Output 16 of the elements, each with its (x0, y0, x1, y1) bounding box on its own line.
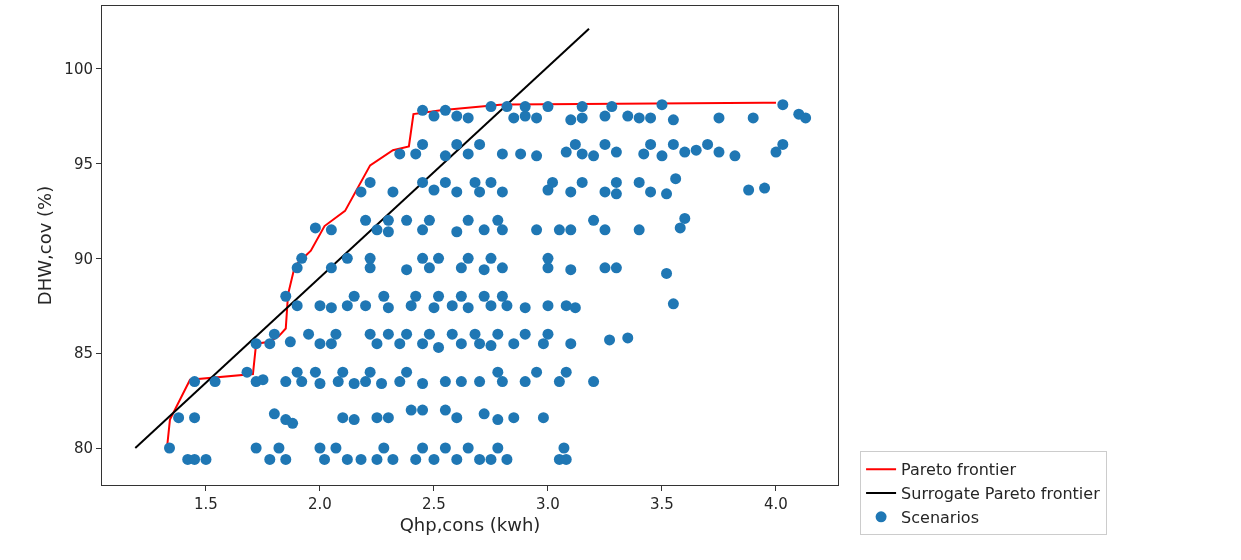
y-tick-label: 80 (73, 439, 93, 458)
x-tick-label: 3.0 (536, 495, 560, 513)
x-tick-label: 3.5 (650, 495, 674, 513)
y-axis-title: DHW,cov (%) (33, 185, 55, 306)
y-tick-label: 95 (73, 154, 93, 173)
x-tick-label: 2.5 (422, 495, 446, 513)
x-tick-label: 1.5 (194, 495, 218, 513)
y-tick-label: 90 (73, 249, 93, 268)
legend-label: Pareto frontier (901, 460, 1017, 480)
y-tick-label: 100 (64, 59, 93, 78)
x-tick-label: 4.0 (764, 495, 788, 513)
y-tick-label: 85 (73, 344, 93, 363)
legend-label: Surrogate Pareto frontier (901, 484, 1101, 504)
legend-label: Scenarios (901, 508, 979, 528)
x-tick-label: 2.0 (308, 495, 332, 513)
x-axis-title: Qhp,cons (kwh) (399, 514, 541, 536)
